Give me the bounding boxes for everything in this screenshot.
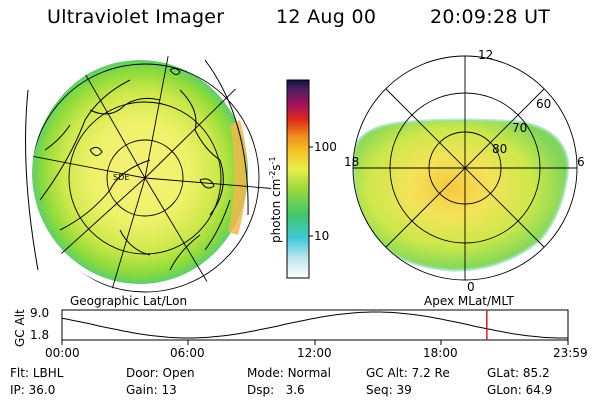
info-ip: IP: 36.0 — [10, 383, 55, 397]
gain-label: Gain: — [126, 383, 158, 397]
left-map-caption: Geographic Lat/Lon — [70, 294, 188, 308]
glat-label: GLat: — [487, 366, 520, 380]
door-label: Door: — [126, 366, 159, 380]
unit-sup: -2 — [268, 170, 277, 179]
lat-label-80: 80 — [492, 142, 507, 156]
mlt-label-0: 0 — [467, 280, 475, 294]
info-gain: Gain: 13 — [126, 383, 177, 397]
glon-label: GLon: — [487, 383, 522, 397]
date-label: 12 Aug 00 — [276, 6, 377, 28]
instrument-title: Ultraviolet Imager — [47, 6, 225, 28]
xtick-0600: 06:00 — [170, 346, 205, 360]
unit-sup2: -1 — [268, 156, 277, 165]
mlt-label-18: 18 — [344, 155, 359, 169]
flt-label: Flt: — [10, 366, 29, 380]
info-gcalt: GC Alt: 7.2 Re — [366, 366, 450, 380]
unit-s: s — [269, 164, 283, 171]
time-label: 20:09:28 UT — [430, 6, 551, 28]
lat-label-70: 70 — [512, 121, 527, 135]
info-flt: Flt: LBHL — [10, 366, 63, 380]
info-seq: Seq: 39 — [366, 383, 412, 397]
colorbar-tick-10: 10 — [314, 229, 330, 243]
mlt-label-12: 12 — [478, 48, 493, 62]
altitude-ymin: 1.8 — [30, 328, 50, 342]
gcalt-value: 7.2 Re — [411, 366, 450, 380]
mode-label: Mode: — [247, 366, 284, 380]
gain-value: 13 — [161, 383, 177, 397]
right-map-caption: Apex MLat/MLT — [424, 294, 514, 308]
dsp-label: Dsp: — [247, 383, 275, 397]
flt-value: LBHL — [32, 366, 64, 380]
altitude-ymax: 9.0 — [30, 306, 50, 320]
info-mode: Mode: Normal — [247, 366, 331, 380]
glon-value: 64.9 — [525, 383, 553, 397]
unit-text: photon cm — [269, 178, 283, 243]
lat-label-60: 60 — [536, 97, 551, 111]
altitude-ylabel: GC Alt — [13, 309, 27, 347]
gcalt-label: GC Alt: — [366, 366, 408, 380]
mlt-label-6: 6 — [577, 155, 585, 169]
xtick-1200: 12:00 — [297, 346, 332, 360]
mode-value: Normal — [287, 366, 331, 380]
colorbar-tick-100: 100 — [314, 140, 337, 154]
altitude-plot-frame — [61, 309, 569, 341]
info-glat: GLat: 85.2 — [487, 366, 550, 380]
ip-label: IP: — [10, 383, 25, 397]
info-dsp: Dsp: 3.6 — [247, 383, 305, 397]
xtick-0000: 00:00 — [45, 346, 80, 360]
seq-label: Seq: — [366, 383, 393, 397]
seq-value: 39 — [396, 383, 412, 397]
xtick-1800: 18:00 — [423, 346, 458, 360]
colorbar-unit-label: photon cm-2s-1 — [268, 156, 283, 243]
right-aurora-map — [352, 55, 578, 281]
dsp-value: 3.6 — [285, 383, 305, 397]
info-glon: GLon: 64.9 — [487, 383, 552, 397]
ip-value: 36.0 — [28, 383, 56, 397]
altitude-curve — [61, 311, 568, 339]
info-door: Door: Open — [126, 366, 195, 380]
city-label: SDE — [113, 173, 129, 182]
left-aurora-map — [32, 55, 272, 295]
left-map-limb — [25, 89, 39, 271]
xtick-2359: 23:59 — [553, 346, 588, 360]
colorbar — [286, 79, 310, 279]
glat-value: 85.2 — [522, 366, 550, 380]
door-value: Open — [162, 366, 195, 380]
